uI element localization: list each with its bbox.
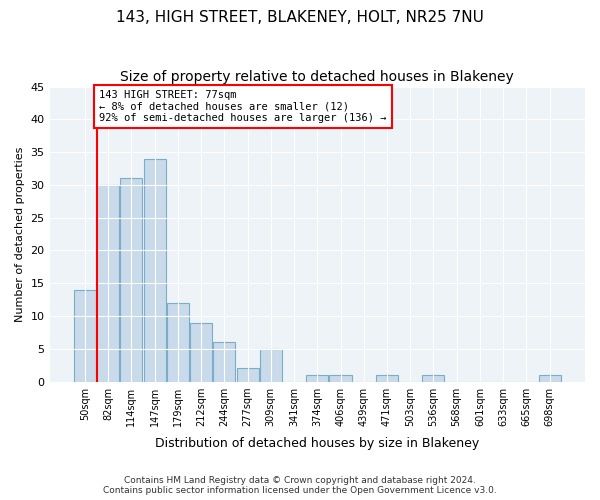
Bar	[190, 322, 212, 382]
Text: Contains HM Land Registry data © Crown copyright and database right 2024.
Contai: Contains HM Land Registry data © Crown c…	[103, 476, 497, 495]
Bar	[376, 375, 398, 382]
Bar	[329, 375, 352, 382]
Y-axis label: Number of detached properties: Number of detached properties	[15, 146, 25, 322]
Bar	[236, 368, 259, 382]
Bar	[213, 342, 235, 382]
Bar	[167, 303, 189, 382]
Bar	[143, 158, 166, 382]
Text: 143 HIGH STREET: 77sqm
← 8% of detached houses are smaller (12)
92% of semi-deta: 143 HIGH STREET: 77sqm ← 8% of detached …	[99, 90, 386, 123]
Bar	[97, 185, 119, 382]
Bar	[260, 349, 282, 382]
Text: 143, HIGH STREET, BLAKENEY, HOLT, NR25 7NU: 143, HIGH STREET, BLAKENEY, HOLT, NR25 7…	[116, 10, 484, 25]
Bar	[74, 290, 96, 382]
Bar	[121, 178, 142, 382]
Title: Size of property relative to detached houses in Blakeney: Size of property relative to detached ho…	[121, 70, 514, 84]
X-axis label: Distribution of detached houses by size in Blakeney: Distribution of detached houses by size …	[155, 437, 479, 450]
Bar	[422, 375, 445, 382]
Bar	[539, 375, 560, 382]
Bar	[306, 375, 328, 382]
